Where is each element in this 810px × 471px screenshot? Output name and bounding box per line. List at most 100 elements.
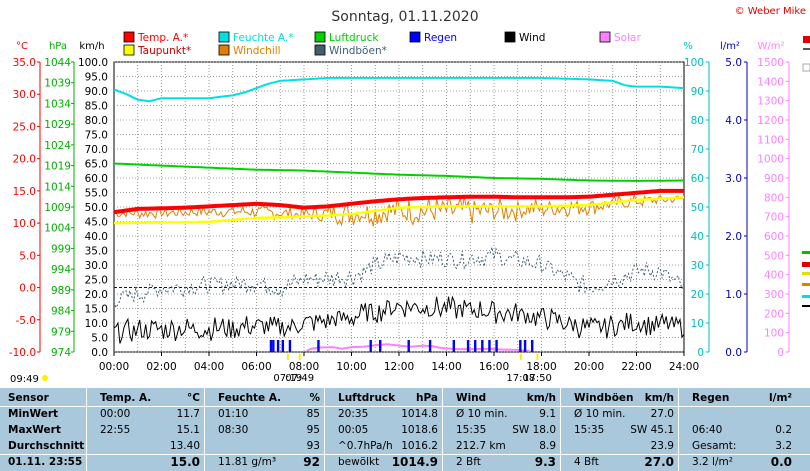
table-cell: Windböen — [574, 392, 634, 404]
rain-bar — [369, 340, 372, 352]
axis-unit-pct: % — [683, 41, 693, 52]
table-cell: 8.9 — [539, 440, 556, 452]
table-cell: 92 — [303, 455, 320, 469]
sun-time-label: 07:19 — [273, 373, 302, 384]
rain-bar — [531, 340, 534, 352]
table-cell: hPa — [416, 392, 438, 404]
tick-label-temp: -5.0 — [16, 315, 37, 327]
stub-color-bar — [802, 272, 810, 275]
tick-label-kmh: 10.0 — [85, 318, 108, 330]
tick-label-temp: 15.0 — [13, 186, 36, 198]
tick-label-pct: 60 — [691, 173, 704, 185]
sun-icon — [42, 375, 48, 381]
table-cell: 1014.8 — [401, 408, 438, 420]
tick-label-kmh: 35.0 — [85, 246, 108, 258]
table-divider — [0, 406, 810, 407]
table-cell: 00:00 — [100, 408, 131, 420]
table-divider — [0, 454, 810, 455]
sun-marker — [536, 354, 539, 360]
table-cell: 15:35 — [456, 424, 487, 436]
table-cell: Wind — [456, 392, 487, 404]
tick-label-wm2: 1200 — [757, 115, 784, 127]
tick-label-kmh: 20.0 — [85, 289, 108, 301]
tick-label-wm2: 1000 — [757, 154, 784, 166]
table-cell: Sensor — [8, 392, 49, 404]
tick-label-wm2: 600 — [764, 231, 784, 243]
tick-label-hpa: 999 — [51, 243, 71, 255]
legend-label: Taupunkt* — [137, 45, 191, 57]
table-divider — [560, 388, 561, 471]
table-cell: 27.0 — [650, 408, 674, 420]
stub-color-bar — [802, 262, 810, 267]
legend-swatch — [123, 31, 135, 43]
table-row: MaxWert 22:55 15.1 08:30 95 00:05 1018.6 15:35 S… — [0, 422, 810, 438]
legend-swatch — [599, 31, 611, 43]
table-cell: MinWert — [8, 408, 59, 420]
table-cell: SW 18.0 — [512, 424, 556, 436]
x-tick-label: 24:00 — [669, 361, 699, 373]
tick-label-kmh: 5.0 — [91, 333, 108, 345]
table-cell: Luftdruck — [338, 392, 396, 404]
tick-label-hpa: 1014 — [44, 181, 71, 193]
tick-label-kmh: 50.0 — [85, 202, 108, 214]
legend-swatch — [314, 44, 326, 56]
table-cell: 212.7 km — [456, 440, 506, 452]
tick-label-temp: 5.0 — [19, 250, 36, 262]
x-tick-label: 02:00 — [146, 361, 176, 373]
tick-label-hpa: 989 — [51, 285, 71, 297]
credit-text: © Weber Mike — [735, 6, 806, 17]
table-divider — [204, 388, 205, 471]
table-cell: 4 Bft — [574, 456, 599, 468]
table-cell: 23.9 — [650, 440, 674, 452]
table-cell: 13.40 — [169, 440, 200, 452]
legend-swatch — [218, 44, 230, 56]
tick-label-kmh: 80.0 — [85, 115, 108, 127]
tick-label-wm2: 200 — [764, 308, 784, 320]
x-tick-label: 06:00 — [241, 361, 271, 373]
table-divider — [442, 388, 443, 471]
rain-bar — [317, 340, 320, 352]
stub-color-bar — [802, 295, 810, 298]
tick-label-lm2: 3.0 — [725, 173, 742, 185]
table-divider — [86, 388, 87, 471]
axis-unit-temp: °C — [16, 41, 28, 52]
rain-bar — [276, 340, 280, 352]
legend-label: Feuchte A.* — [233, 32, 294, 44]
stub-legend-swatch — [803, 48, 810, 50]
table-cell: bewölkt — [338, 456, 380, 468]
sun-marker — [298, 354, 301, 360]
table-row: 01.11. 23:55 15.0 11.81 g/m³ 92 bewölkt 1014.… — [0, 454, 810, 470]
table-cell: 11.7 — [176, 408, 200, 420]
tick-label-pct: 90 — [691, 86, 704, 98]
rain-bar — [523, 340, 527, 352]
legend-swatch — [123, 44, 135, 56]
tick-label-kmh: 0.0 — [91, 347, 108, 359]
rain-bar — [272, 340, 275, 352]
stub-color-bar — [802, 305, 810, 307]
tick-label-hpa: 1004 — [44, 223, 71, 235]
table-cell: 93 — [306, 440, 320, 452]
legend-label: Luftdruck — [329, 32, 379, 44]
table-cell: 9.3 — [534, 455, 556, 469]
legend-label: Wind — [519, 32, 545, 44]
tick-label-kmh: 55.0 — [85, 188, 108, 200]
tick-label-wm2: 1300 — [757, 96, 784, 108]
table-cell: 1016.2 — [401, 440, 438, 452]
table-cell: % — [309, 392, 320, 404]
sun-marker — [519, 354, 522, 360]
table-cell: ^0.7hPa/h — [338, 440, 393, 452]
tick-label-hpa: 1019 — [44, 161, 71, 173]
axis-unit-lm2: l/m² — [720, 41, 740, 52]
table-cell: 15.0 — [170, 455, 200, 469]
tick-label-wm2: 800 — [764, 192, 784, 204]
stub-legend-swatch — [803, 36, 810, 43]
legend-label: Regen — [424, 32, 457, 44]
sun-time-label: 07:49 — [285, 373, 314, 384]
rain-bar — [519, 340, 522, 352]
rain-bar — [452, 340, 456, 352]
tick-label-kmh: 30.0 — [85, 260, 108, 272]
tick-label-hpa: 984 — [51, 306, 71, 318]
table-divider — [678, 388, 679, 471]
legend-swatch — [504, 31, 516, 43]
tick-label-pct: 0 — [697, 347, 704, 359]
